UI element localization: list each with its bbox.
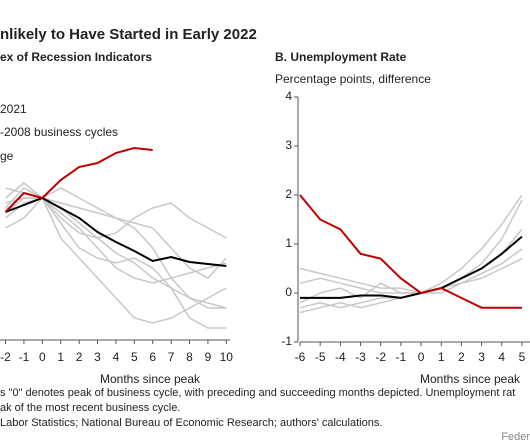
legend-label: 2021 [0, 102, 27, 116]
x-tick-label: 1 [438, 350, 445, 364]
series-line [5, 187, 227, 324]
x-tick-label: 0 [39, 350, 46, 364]
series-line [299, 199, 523, 294]
x-tick-label: -5 [315, 350, 326, 364]
y-tick-label: 3 [285, 138, 292, 152]
x-tick-label: 7 [168, 350, 175, 364]
x-tick-label: 2 [76, 350, 83, 364]
x-tick-label: 3 [478, 350, 485, 364]
y-axis-label: Percentage points, difference [275, 72, 431, 86]
x-tick-label: 2 [458, 350, 465, 364]
x-tick-label: -1 [396, 350, 407, 364]
x-tick-label: -6 [295, 350, 306, 364]
series-line [4, 146, 153, 213]
x-tick-label: -2 [0, 350, 11, 364]
x-tick-label: 1 [57, 350, 64, 364]
series-line [300, 235, 523, 299]
series-line [299, 194, 522, 309]
note: Labor Statistics; National Bureau of Eco… [0, 417, 382, 429]
x-tick-label: -3 [355, 350, 366, 364]
x-tick-label: 8 [186, 350, 193, 364]
x-tick-label: -1 [19, 350, 30, 364]
series-line [5, 196, 227, 267]
panel-title: ex of Recession Indicators [0, 50, 152, 64]
x-tick-label: 5 [519, 350, 526, 364]
panel-title: B. Unemployment Rate [275, 50, 407, 64]
legend-label: -2008 business cycles [0, 125, 118, 139]
source: Feder [501, 431, 530, 442]
x-tick-label: -4 [335, 350, 346, 364]
x-tick-label: 0 [418, 350, 425, 364]
legend-label: ge [0, 149, 14, 163]
y-tick-label: 4 [285, 89, 292, 103]
y-tick-label: 1 [285, 236, 292, 250]
x-tick-label: 4 [113, 350, 120, 364]
series-line [299, 228, 523, 314]
series-line [299, 258, 523, 294]
x-tick-label: 9 [205, 350, 212, 364]
x-axis-label: Months since peak [420, 372, 521, 386]
x-tick-label: 10 [220, 350, 234, 364]
x-tick-label: 4 [498, 350, 505, 364]
page-title: nlikely to Have Started in Early 2022 [0, 26, 257, 43]
y-tick-label: 2 [285, 187, 292, 201]
x-tick-label: 5 [131, 350, 138, 364]
x-axis-label: Months since peak [100, 372, 201, 386]
x-tick-label: 6 [149, 350, 156, 364]
note: ak of the most recent business cycle. [0, 402, 180, 414]
series-line [5, 197, 227, 279]
x-tick-label: -2 [375, 350, 386, 364]
y-tick-label: 0 [285, 285, 292, 299]
series-line [4, 187, 227, 309]
y-tick-label: -1 [281, 334, 292, 348]
x-tick-label: 3 [94, 350, 101, 364]
note: s "0" denotes peak of business cycle, wi… [0, 387, 515, 399]
